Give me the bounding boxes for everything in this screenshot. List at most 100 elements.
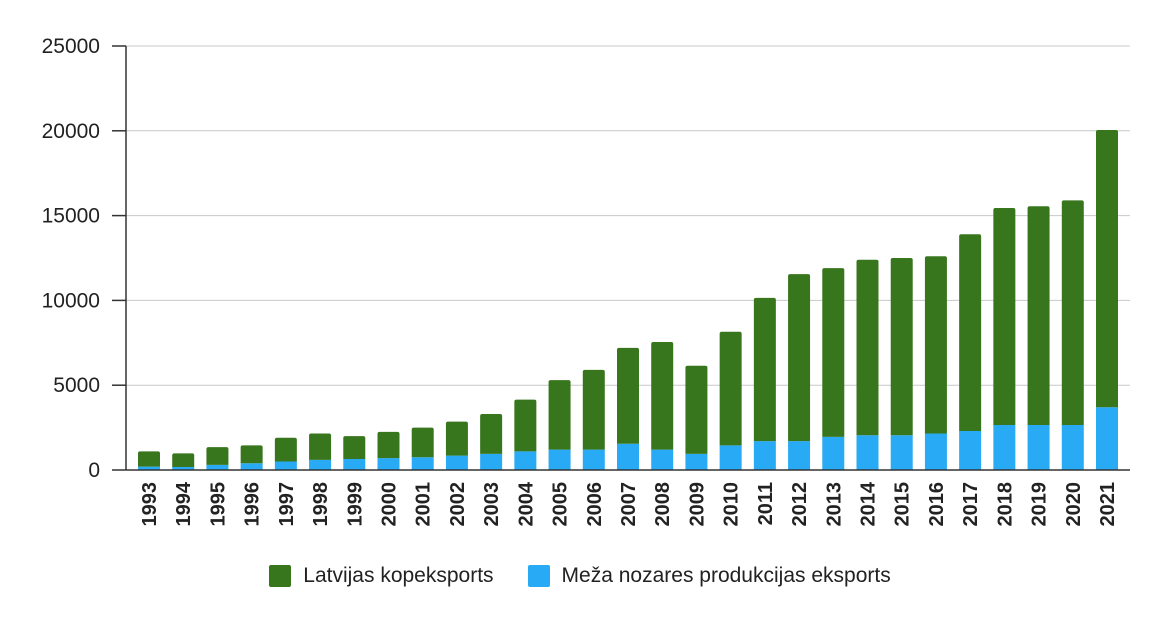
- bar-kopeksports: [514, 399, 537, 452]
- bar-meza-eksports: [548, 449, 571, 470]
- bar-meza-eksports: [377, 458, 400, 470]
- x-tick-label: 1999: [344, 482, 366, 527]
- bar-meza-eksports: [822, 436, 845, 470]
- x-tick-label: 2010: [721, 482, 743, 527]
- bar-kopeksports: [959, 234, 982, 431]
- axes: [125, 46, 1130, 471]
- x-tick-label: 2013: [823, 482, 845, 527]
- bar-meza-eksports: [651, 449, 674, 470]
- x-tick-label: 1997: [276, 482, 298, 527]
- bar-kopeksports: [309, 433, 332, 460]
- bar-meza-eksports: [514, 451, 537, 470]
- bar-kopeksports: [138, 451, 160, 467]
- bar-meza-eksports: [719, 445, 742, 470]
- bar-kopeksports: [343, 436, 366, 459]
- bar-kopeksports: [548, 380, 571, 450]
- y-tick-label: 20000: [42, 120, 100, 143]
- y-tick-label: 15000: [42, 205, 100, 228]
- bar-meza-eksports: [856, 435, 879, 470]
- x-tick-label: 2015: [892, 482, 914, 527]
- bar-kopeksports: [480, 414, 503, 454]
- x-tick-label: 2018: [994, 482, 1016, 527]
- bar-meza-eksports: [788, 441, 811, 470]
- x-tick-label: 2009: [686, 482, 708, 527]
- bar-kopeksports: [856, 259, 879, 436]
- bar-meza-eksports: [240, 463, 263, 470]
- bar-meza-eksports: [582, 449, 605, 470]
- bar-kopeksports: [719, 331, 742, 446]
- y-axis-ticks: 0 5000 10000 15000 20000 25000: [42, 35, 126, 482]
- y-tick-label: 5000: [53, 374, 100, 397]
- x-tick-label: 1994: [173, 481, 195, 526]
- bar-meza-eksports: [685, 453, 708, 470]
- bar-kopeksports: [1096, 129, 1118, 408]
- bar-meza-eksports: [206, 464, 229, 470]
- bar-meza-eksports: [753, 441, 776, 470]
- bar-meza-eksports: [274, 461, 297, 470]
- bar-kopeksports: [890, 258, 913, 436]
- legend-item-kopeksports: Latvijas kopeksports: [269, 564, 494, 588]
- bar-kopeksports: [240, 445, 263, 464]
- bar-kopeksports: [582, 369, 605, 450]
- x-tick-label: 2020: [1063, 482, 1085, 527]
- legend-label-meza-eksports: Meža nozares produkcijas eksports: [561, 564, 891, 587]
- x-axis-ticks: 1993 1994 1995 1996 1997 1998 1999 2000 2001 2002…: [139, 481, 1119, 526]
- x-tick-label: 1993: [139, 482, 161, 527]
- bar-meza-eksports: [924, 433, 947, 470]
- bar-kopeksports: [206, 447, 229, 465]
- x-tick-label: 2000: [379, 482, 401, 527]
- bar-meza-eksports: [1027, 425, 1050, 470]
- x-tick-label: 2012: [789, 482, 811, 527]
- bar-kopeksports: [274, 437, 297, 462]
- bar-meza-eksports: [1061, 425, 1084, 470]
- x-tick-label: 2008: [652, 482, 674, 527]
- x-tick-label: 2001: [413, 482, 435, 527]
- bar-meza-eksports: [959, 430, 982, 470]
- bar-kopeksports: [685, 365, 708, 454]
- x-tick-label: 2002: [447, 482, 469, 527]
- x-tick-label: 2014: [858, 481, 880, 526]
- bar-meza-eksports: [138, 466, 160, 470]
- bars: [138, 129, 1118, 470]
- legend-swatch-kopeksports: [269, 565, 292, 587]
- bar-meza-eksports: [617, 443, 639, 470]
- bar-kopeksports: [924, 256, 947, 434]
- legend-item-meza-eksports: Meža nozares produkcijas eksports: [527, 564, 891, 588]
- x-tick-label: 2011: [755, 482, 777, 525]
- legend-swatch-meza-eksports: [527, 565, 550, 587]
- bar-kopeksports: [617, 347, 639, 444]
- bar-kopeksports: [788, 274, 811, 442]
- bar-meza-eksports: [411, 457, 434, 470]
- x-tick-label: 2016: [926, 482, 948, 527]
- x-tick-label: 1998: [310, 482, 332, 527]
- bar-meza-eksports: [890, 435, 913, 470]
- bar-kopeksports: [753, 297, 776, 442]
- y-tick-label: 10000: [42, 289, 100, 312]
- bar-meza-eksports: [480, 453, 503, 470]
- bar-kopeksports: [377, 431, 400, 459]
- bar-kopeksports: [1061, 200, 1084, 426]
- x-tick-label: 2006: [584, 482, 606, 527]
- bar-kopeksports: [993, 207, 1016, 426]
- y-tick-label: 25000: [42, 35, 100, 58]
- x-tick-label: 2021: [1097, 482, 1119, 527]
- x-tick-label: 2017: [960, 482, 982, 527]
- bar-meza-eksports: [993, 425, 1016, 470]
- x-tick-label: 2005: [550, 482, 572, 527]
- bar-meza-eksports: [445, 455, 468, 470]
- bar-kopeksports: [411, 427, 434, 458]
- x-tick-label: 1995: [207, 482, 229, 527]
- x-tick-label: 2019: [1029, 482, 1051, 527]
- bar-meza-eksports: [343, 458, 366, 470]
- x-tick-label: 2004: [515, 481, 537, 526]
- bar-kopeksports: [172, 453, 195, 467]
- bar-meza-eksports: [309, 459, 332, 470]
- bar-kopeksports: [651, 341, 674, 450]
- bar-meza-eksports: [1096, 407, 1118, 470]
- x-tick-label: 2003: [481, 482, 503, 527]
- bar-kopeksports: [445, 421, 468, 456]
- x-tick-label: 1996: [242, 482, 264, 527]
- x-tick-label: 2007: [618, 482, 640, 527]
